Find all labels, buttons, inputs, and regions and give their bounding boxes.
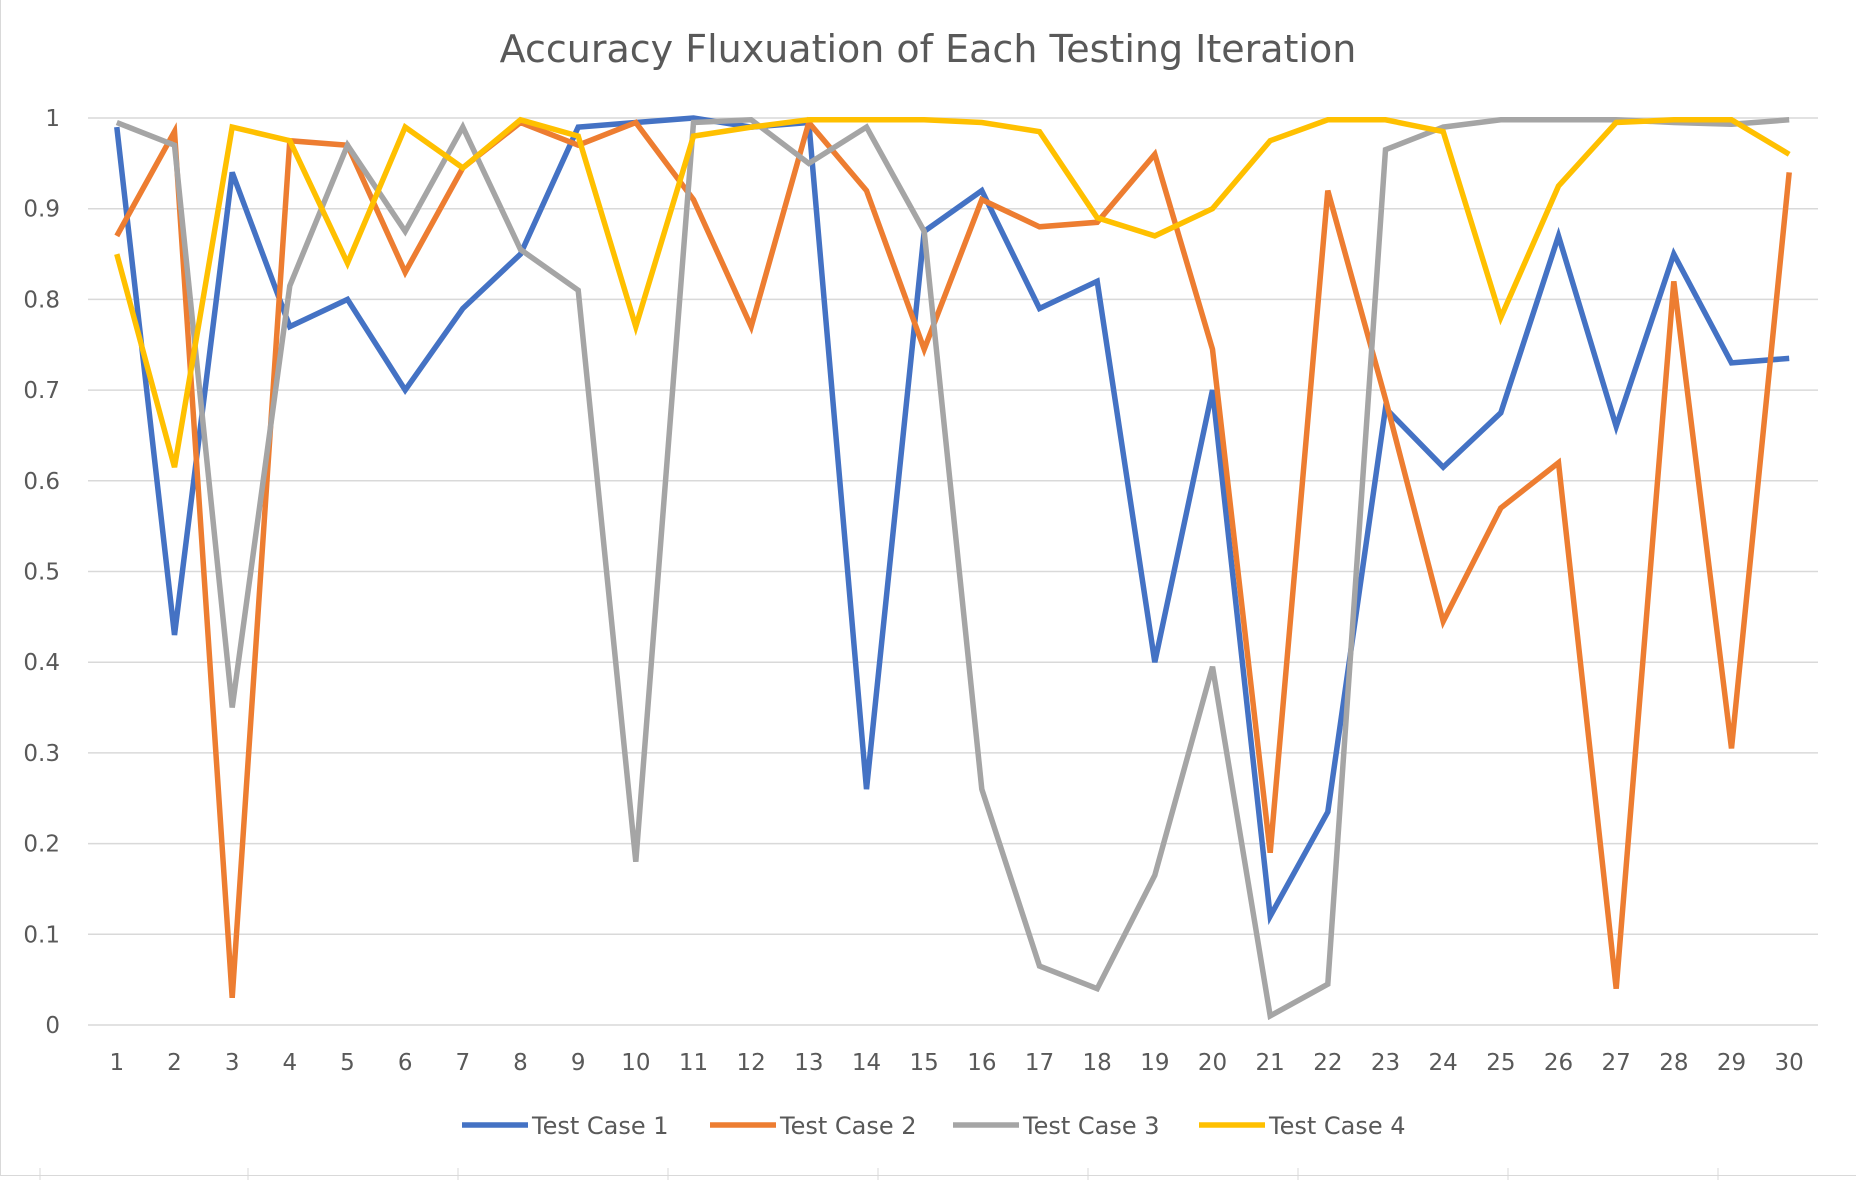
- legend-label-1: Test Case 1: [531, 1112, 669, 1140]
- legend: Test Case 1 Test Case 2 Test Case 3 Test Ca…: [462, 1112, 1406, 1140]
- legend-label-2: Test Case 2: [779, 1112, 917, 1140]
- x-tick-label: 28: [1659, 1050, 1688, 1076]
- x-tick-label: 29: [1717, 1050, 1746, 1076]
- bottom-ruler-ticks: [39, 1168, 1719, 1180]
- x-tick-label: 30: [1775, 1050, 1804, 1076]
- x-tick-label: 12: [737, 1050, 766, 1076]
- series-line-4: [114, 116, 1791, 468]
- x-tick-label: 11: [679, 1050, 708, 1076]
- y-tick-label: 0.3: [23, 741, 60, 767]
- series-line-3: [115, 117, 1790, 1021]
- series-line-2: [114, 116, 1792, 998]
- x-tick-label: 2: [167, 1050, 182, 1076]
- x-tick-label: 3: [225, 1050, 240, 1076]
- x-tick-label: 23: [1371, 1050, 1400, 1076]
- series-lines: [114, 115, 1792, 1021]
- x-tick-label: 7: [456, 1050, 471, 1076]
- x-tick-label: 4: [283, 1050, 298, 1076]
- y-tick-label: 0.7: [23, 378, 60, 404]
- x-tick-label: 19: [1140, 1050, 1169, 1076]
- x-tick-label: 18: [1083, 1050, 1112, 1076]
- x-tick-label: 16: [967, 1050, 996, 1076]
- x-tick-label: 15: [910, 1050, 939, 1076]
- y-tick-label: 0.8: [23, 287, 60, 313]
- y-tick-label: 0.4: [23, 650, 60, 676]
- x-tick-label: 13: [794, 1050, 823, 1076]
- series-line-1: [114, 115, 1790, 926]
- legend-label-3: Test Case 3: [1022, 1112, 1160, 1140]
- x-tick-label: 22: [1313, 1050, 1342, 1076]
- y-tick-label: 0.1: [23, 922, 60, 948]
- y-tick-label: 0: [45, 1013, 60, 1039]
- x-axis: 1 2 3 4 5 6 7 8 9 10 11 12 13 14 15 16 17 18 19 20 21 22 23 24 2…: [110, 1050, 1804, 1076]
- x-tick-label: 6: [398, 1050, 413, 1076]
- y-tick-label: 0.6: [23, 469, 60, 495]
- y-tick-label: 1: [45, 106, 60, 132]
- x-tick-label: 8: [513, 1050, 528, 1076]
- gridlines: [88, 117, 1818, 1026]
- x-tick-label: 21: [1256, 1050, 1285, 1076]
- legend-label-4: Test Case 4: [1268, 1112, 1406, 1140]
- x-tick-label: 10: [621, 1050, 650, 1076]
- chart-title: Accuracy Fluxuation of Each Testing Iter…: [500, 27, 1357, 71]
- x-tick-label: 20: [1198, 1050, 1227, 1076]
- y-tick-label: 0.9: [23, 197, 60, 223]
- x-tick-label: 1: [110, 1050, 125, 1076]
- x-tick-label: 9: [571, 1050, 586, 1076]
- x-tick-label: 26: [1544, 1050, 1573, 1076]
- x-tick-label: 25: [1486, 1050, 1515, 1076]
- x-tick-label: 5: [340, 1050, 355, 1076]
- x-tick-label: 17: [1025, 1050, 1054, 1076]
- y-tick-label: 0.5: [23, 560, 60, 586]
- x-tick-label: 14: [852, 1050, 881, 1076]
- y-axis: 0 0.1 0.2 0.3 0.4 0.5 0.6 0.7 0.8 0.9 1: [23, 106, 60, 1039]
- x-tick-label: 27: [1602, 1050, 1631, 1076]
- x-tick-label: 24: [1429, 1050, 1458, 1076]
- y-tick-label: 0.2: [23, 832, 60, 858]
